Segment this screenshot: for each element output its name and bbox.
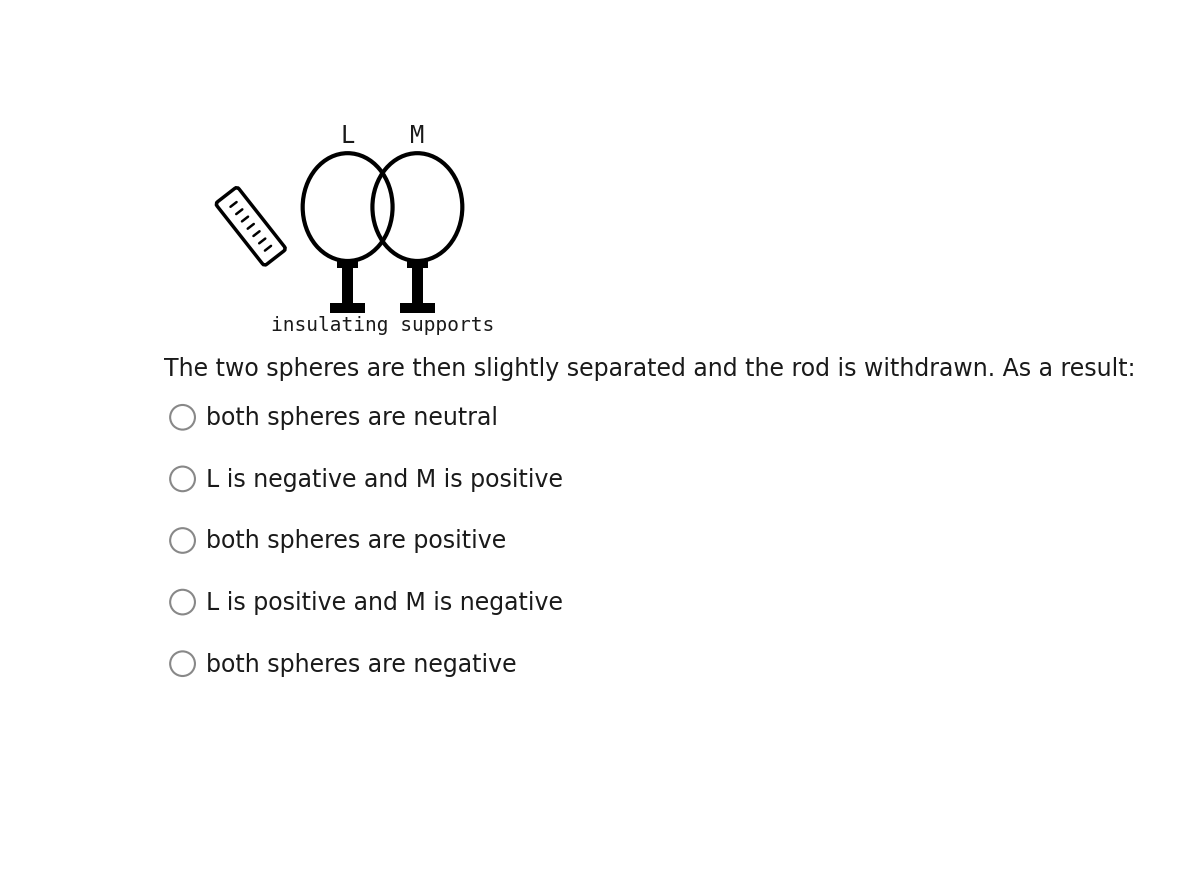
FancyBboxPatch shape bbox=[216, 189, 286, 266]
Text: M: M bbox=[410, 124, 425, 148]
FancyBboxPatch shape bbox=[400, 303, 434, 314]
FancyBboxPatch shape bbox=[412, 268, 424, 303]
Text: insulating supports: insulating supports bbox=[271, 315, 494, 335]
Text: both spheres are positive: both spheres are positive bbox=[206, 529, 506, 553]
FancyBboxPatch shape bbox=[330, 303, 365, 314]
Text: L: L bbox=[341, 124, 355, 148]
Text: both spheres are neutral: both spheres are neutral bbox=[206, 406, 498, 430]
FancyBboxPatch shape bbox=[407, 261, 428, 268]
FancyBboxPatch shape bbox=[337, 261, 359, 268]
Text: The two spheres are then slightly separated and the rod is withdrawn. As a resul: The two spheres are then slightly separa… bbox=[164, 356, 1135, 380]
Text: L is negative and M is positive: L is negative and M is positive bbox=[206, 467, 563, 492]
FancyBboxPatch shape bbox=[342, 268, 354, 303]
Text: L is positive and M is negative: L is positive and M is negative bbox=[206, 590, 563, 614]
Text: both spheres are negative: both spheres are negative bbox=[206, 652, 516, 676]
